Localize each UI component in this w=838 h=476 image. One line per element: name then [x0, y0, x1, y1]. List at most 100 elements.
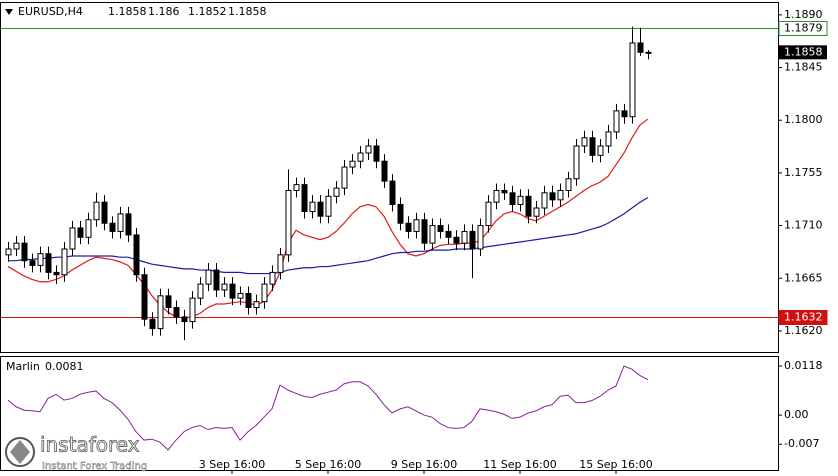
candle-body: [189, 297, 196, 323]
candle-body: [61, 248, 68, 276]
y-tick-label: 0.00: [784, 408, 809, 421]
candle-body: [253, 301, 260, 309]
y-tick-label: 1.1890: [784, 8, 823, 21]
candle-body: [197, 283, 204, 299]
candle-body: [13, 242, 20, 250]
candle-body: [389, 180, 396, 206]
y-tick-label: -0.007: [784, 437, 819, 450]
candle-body: [501, 189, 508, 194]
candle-body: [557, 189, 564, 201]
candle-body: [117, 213, 124, 232]
y-tick-label: 1.1620: [784, 324, 823, 337]
candle-body: [589, 137, 596, 156]
candle-body: [77, 227, 84, 238]
level-label: 1.1879: [778, 21, 828, 36]
last-low: 1.1852: [188, 5, 227, 18]
level-label-text: 1.1879: [784, 22, 823, 35]
candle-body: [157, 295, 164, 330]
candle-body: [437, 225, 444, 232]
candle-body: [45, 253, 52, 273]
candle-body: [5, 248, 12, 256]
watermark-brand: instaforex: [40, 433, 140, 457]
y-tick-label: 1.1845: [784, 61, 823, 74]
candle-body: [245, 292, 252, 309]
candle-body: [309, 201, 316, 213]
candle-body: [525, 195, 532, 217]
y-tick-label: 1.1665: [784, 271, 823, 284]
candle-body: [269, 271, 276, 285]
candle-body: [93, 201, 100, 221]
candle-body: [317, 201, 324, 217]
y-tick-label: 1.1800: [784, 113, 823, 126]
candle-body: [397, 204, 404, 224]
marks: [1, 26, 778, 451]
candle-body: [581, 137, 588, 147]
candle-body: [53, 271, 60, 276]
candle-body: [285, 189, 292, 256]
logo-mark: [10, 440, 30, 464]
candle-body: [445, 230, 452, 238]
candle-body: [533, 207, 540, 217]
last-close: 1.1858: [228, 5, 267, 18]
candle-body: [293, 184, 300, 191]
watermark: instaforex Instant Forex Trading: [5, 432, 147, 472]
y-tick-label: 1.1710: [784, 219, 823, 232]
candle-body: [141, 274, 148, 320]
candle-body: [261, 283, 268, 303]
candle-body: [29, 260, 36, 266]
indicator-value: 0.0081: [45, 360, 84, 373]
indicator-panel: [0, 356, 779, 471]
candle-body: [109, 222, 116, 232]
candle-body: [421, 219, 428, 244]
candle-body: [277, 254, 284, 273]
candle-body: [301, 184, 308, 213]
indicator-line: [7, 365, 649, 451]
candle-body: [405, 222, 412, 232]
candle-body: [605, 131, 612, 147]
level-label-text: 1.1632: [784, 311, 823, 324]
watermark-tagline: Instant Forex Trading: [42, 461, 147, 472]
candle-body: [637, 42, 644, 53]
candle-body: [645, 51, 652, 54]
candle-body: [517, 195, 524, 206]
moving-average: [8, 196, 649, 275]
candle-body: [205, 269, 212, 285]
candle-body: [565, 178, 572, 191]
level-label: 1.1632: [778, 310, 828, 325]
candle-body: [165, 295, 172, 309]
candle-body: [221, 283, 228, 291]
candle-body: [133, 234, 140, 276]
price-panel: [0, 2, 779, 353]
x-tick-label: 3 Sep 16:00: [199, 458, 265, 471]
candle-body: [85, 219, 92, 238]
candle-body: [493, 189, 500, 203]
candle-body: [173, 307, 180, 318]
x-tick-label: 5 Sep 16:00: [295, 458, 361, 471]
candle-body: [477, 225, 484, 250]
candle-body: [149, 318, 156, 330]
indicator-name: Marlin: [6, 360, 40, 373]
candle-body: [509, 192, 516, 206]
menu-arrow: [5, 9, 13, 15]
level-label-box: [778, 21, 828, 36]
candle-body: [349, 160, 356, 168]
candle-body: [373, 145, 380, 162]
candle-body: [381, 160, 388, 182]
y-tick-label: 0.0118: [784, 359, 823, 372]
candle-body: [325, 195, 332, 217]
x-tick-label: 11 Sep 16:00: [483, 458, 556, 471]
candle-body: [413, 219, 420, 232]
x-tick-label: 15 Sep 16:00: [579, 458, 652, 471]
candle-body: [365, 145, 372, 154]
candle-body: [573, 145, 580, 180]
candle-body: [429, 225, 436, 244]
candle-body: [21, 242, 28, 262]
price-box: [779, 45, 827, 60]
moving-average: [7, 118, 649, 319]
x-tick-label: 9 Sep 16:00: [391, 458, 457, 471]
candle-body: [101, 201, 108, 224]
candle-body: [541, 192, 548, 209]
level-label-box: [778, 310, 828, 325]
candle-body: [549, 192, 556, 201]
